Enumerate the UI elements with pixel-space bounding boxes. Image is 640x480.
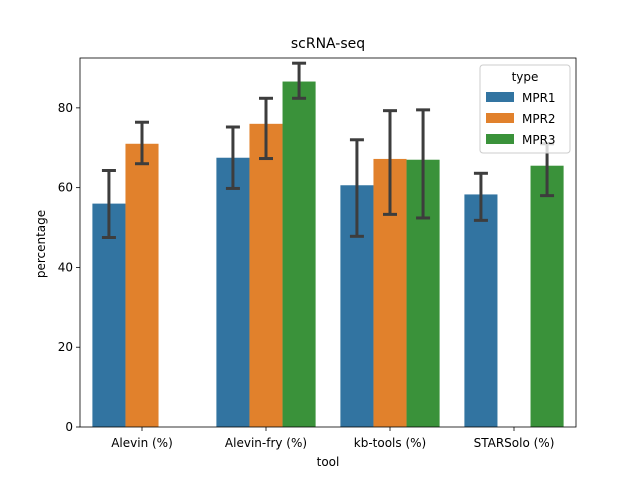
legend-swatch [486, 92, 514, 102]
y-tick-label: 0 [65, 420, 73, 434]
bars-layer [92, 81, 564, 428]
y-axis: 0 20 40 60 80 [58, 101, 80, 434]
chart-title: scRNA-seq [291, 36, 365, 52]
legend-box [479, 64, 571, 154]
plot-frame [79, 57, 577, 428]
legend-swatch [486, 113, 514, 123]
y-tick-label: 60 [58, 181, 73, 195]
legend-title: type [512, 70, 539, 84]
legend-swatch [486, 134, 514, 144]
bar [282, 81, 316, 427]
legend-label: MPR2 [522, 112, 556, 126]
bar [530, 165, 564, 427]
bar [92, 203, 126, 427]
x-tick-label: Alevin (%) [111, 436, 173, 450]
y-axis-label: percentage [34, 210, 48, 278]
bar [249, 123, 283, 427]
legend: type MPR1 MPR2 MPR3 [479, 64, 571, 154]
bar [216, 157, 250, 427]
y-tick-label: 80 [58, 101, 73, 115]
x-axis-label: tool [317, 455, 340, 469]
errorbars-layer [101, 61, 555, 240]
x-tick-label: kb-tools (%) [354, 436, 426, 450]
y-tick-label: 40 [58, 260, 73, 274]
x-tick-label: STARSolo (%) [474, 436, 555, 450]
x-axis: Alevin (%) Alevin-fry (%) kb-tools (%) STAR… [111, 427, 554, 450]
bar [125, 143, 159, 427]
legend-label: MPR1 [522, 91, 556, 105]
bar [464, 194, 498, 427]
legend-label: MPR3 [522, 133, 556, 147]
x-tick-label: Alevin-fry (%) [225, 436, 307, 450]
y-tick-label: 20 [58, 340, 73, 354]
